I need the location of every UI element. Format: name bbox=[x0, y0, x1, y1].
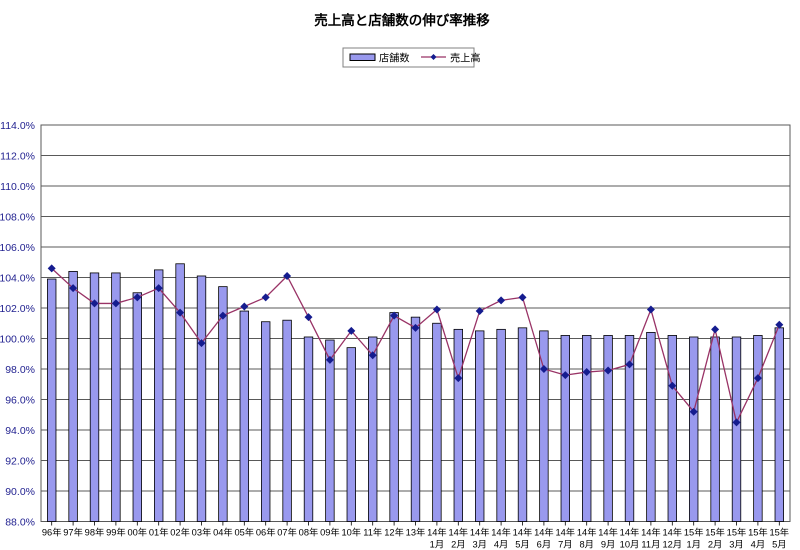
svg-text:90.0%: 90.0% bbox=[5, 486, 35, 498]
svg-text:12年: 12年 bbox=[384, 527, 404, 538]
svg-text:96.0%: 96.0% bbox=[5, 395, 35, 407]
svg-text:96年: 96年 bbox=[42, 527, 62, 538]
svg-text:15年: 15年 bbox=[727, 527, 747, 538]
svg-text:5月: 5月 bbox=[515, 540, 529, 550]
svg-text:14年: 14年 bbox=[513, 527, 533, 538]
svg-text:97年: 97年 bbox=[63, 527, 83, 538]
svg-text:13年: 13年 bbox=[406, 527, 426, 538]
svg-text:14年: 14年 bbox=[641, 527, 661, 538]
svg-text:1月: 1月 bbox=[686, 540, 700, 550]
svg-text:1月: 1月 bbox=[430, 540, 444, 550]
svg-text:112.0%: 112.0% bbox=[0, 151, 35, 163]
svg-text:2月: 2月 bbox=[708, 540, 722, 550]
svg-text:10年: 10年 bbox=[341, 527, 361, 538]
svg-text:07年: 07年 bbox=[277, 527, 297, 538]
svg-text:8月: 8月 bbox=[579, 540, 593, 550]
svg-text:14年: 14年 bbox=[427, 527, 447, 538]
svg-text:15年: 15年 bbox=[748, 527, 768, 538]
svg-text:14年: 14年 bbox=[598, 527, 618, 538]
svg-text:9月: 9月 bbox=[601, 540, 615, 550]
svg-text:108.0%: 108.0% bbox=[0, 212, 35, 224]
svg-text:15年: 15年 bbox=[705, 527, 725, 538]
svg-text:03年: 03年 bbox=[192, 527, 212, 538]
svg-text:92.0%: 92.0% bbox=[5, 456, 35, 468]
svg-text:14年: 14年 bbox=[577, 527, 597, 538]
svg-text:売上高と店舗数の伸び率推移: 売上高と店舗数の伸び率推移 bbox=[314, 12, 490, 28]
svg-text:00年: 00年 bbox=[127, 527, 147, 538]
svg-text:売上高: 売上高 bbox=[450, 52, 481, 65]
svg-text:3月: 3月 bbox=[729, 540, 743, 550]
svg-text:01年: 01年 bbox=[149, 527, 169, 538]
svg-text:04年: 04年 bbox=[213, 527, 233, 538]
svg-text:02年: 02年 bbox=[170, 527, 190, 538]
svg-text:11月: 11月 bbox=[641, 540, 660, 550]
svg-text:15年: 15年 bbox=[684, 527, 704, 538]
svg-text:98.0%: 98.0% bbox=[5, 364, 35, 376]
svg-text:7月: 7月 bbox=[558, 540, 572, 550]
svg-text:12月: 12月 bbox=[662, 540, 682, 550]
svg-text:114.0%: 114.0% bbox=[0, 120, 35, 132]
svg-text:106.0%: 106.0% bbox=[0, 242, 35, 254]
svg-text:06年: 06年 bbox=[256, 527, 276, 538]
svg-text:14年: 14年 bbox=[470, 527, 490, 538]
svg-text:10月: 10月 bbox=[620, 540, 640, 550]
svg-text:98年: 98年 bbox=[85, 527, 105, 538]
svg-text:11年: 11年 bbox=[363, 527, 382, 538]
svg-text:14年: 14年 bbox=[491, 527, 511, 538]
svg-text:14年: 14年 bbox=[662, 527, 682, 538]
svg-text:99年: 99年 bbox=[106, 527, 126, 538]
svg-text:110.0%: 110.0% bbox=[0, 181, 35, 193]
svg-text:94.0%: 94.0% bbox=[5, 425, 35, 437]
svg-text:6月: 6月 bbox=[537, 540, 551, 550]
svg-text:05年: 05年 bbox=[234, 527, 254, 538]
svg-text:14年: 14年 bbox=[555, 527, 575, 538]
svg-text:09年: 09年 bbox=[320, 527, 340, 538]
svg-text:100.0%: 100.0% bbox=[0, 334, 35, 346]
svg-text:2月: 2月 bbox=[451, 540, 465, 550]
svg-text:14年: 14年 bbox=[620, 527, 640, 538]
svg-text:店舗数: 店舗数 bbox=[379, 52, 410, 65]
svg-text:5月: 5月 bbox=[772, 540, 786, 550]
svg-text:14年: 14年 bbox=[534, 527, 554, 538]
svg-text:104.0%: 104.0% bbox=[0, 273, 35, 285]
svg-text:08年: 08年 bbox=[299, 527, 319, 538]
svg-text:4月: 4月 bbox=[751, 540, 765, 550]
svg-text:3月: 3月 bbox=[472, 540, 486, 550]
svg-text:88.0%: 88.0% bbox=[5, 517, 35, 529]
svg-text:15年: 15年 bbox=[769, 527, 789, 538]
svg-text:4月: 4月 bbox=[494, 540, 508, 550]
svg-text:102.0%: 102.0% bbox=[0, 303, 35, 315]
svg-text:14年: 14年 bbox=[448, 527, 468, 538]
